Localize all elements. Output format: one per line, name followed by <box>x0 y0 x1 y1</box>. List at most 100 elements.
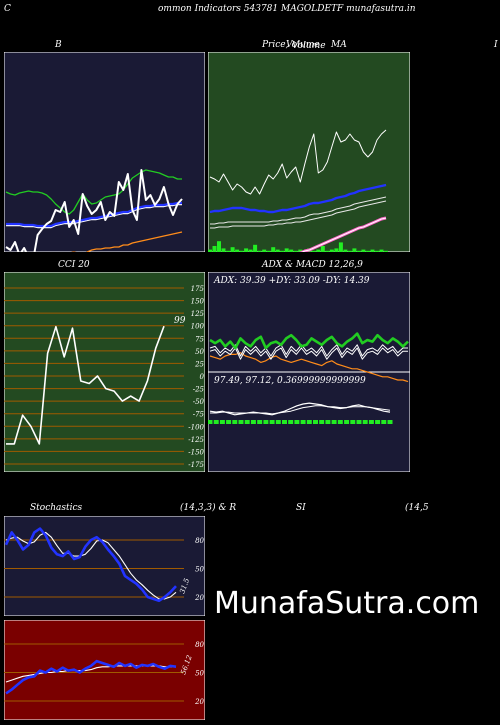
volume-bar <box>316 249 321 252</box>
macd-histogram-bar <box>275 420 281 424</box>
macd-histogram-bar <box>213 420 219 424</box>
macd-histogram-bar <box>226 420 232 424</box>
volume-bar <box>226 250 231 252</box>
bollinger-middle-line-white <box>6 204 182 229</box>
volume-bar <box>289 249 294 252</box>
cci-tick-label: 25 <box>194 360 204 368</box>
macd-histogram-bar <box>325 420 331 424</box>
cci-tick-label: 75 <box>195 335 204 343</box>
cci-tick-label: 100 <box>191 323 205 331</box>
volume-bar <box>334 248 339 252</box>
volume-bar <box>239 250 244 252</box>
volume-bar <box>329 249 334 252</box>
volume-bar <box>352 248 357 252</box>
macd-histogram-bar <box>362 420 368 424</box>
volume-bar <box>365 250 370 252</box>
stoch-tick-label: 20 <box>194 594 204 602</box>
volume-bar <box>280 250 285 252</box>
volume-bar <box>343 249 348 252</box>
volume-bar <box>361 249 366 252</box>
volume-bar <box>325 250 330 252</box>
macd-histogram-bar <box>344 420 350 424</box>
rsi-tick-label: 80 <box>195 641 204 649</box>
cci-chart: 175 150 125 100 75 50 25 0 -25 -50 -75 -100 -125 -150… <box>4 272 205 472</box>
cci-tick-label: -150 <box>188 448 204 456</box>
stochastics-title: Stochastics <box>30 503 83 513</box>
stochastics-params: (14,3,3) & R <box>180 503 237 513</box>
bollinger-lower-line <box>70 231 183 252</box>
volume-bar <box>257 250 262 252</box>
cci-tick-label: 150 <box>191 298 205 306</box>
volume-bar <box>356 250 361 252</box>
price-title-overlap-2: Volume <box>292 41 326 51</box>
macd-histogram-bar <box>238 420 244 424</box>
rsi-title: SI <box>296 503 306 513</box>
adx-macd-chart <box>208 272 410 472</box>
header-left-letter: C <box>4 4 11 14</box>
adx-line <box>209 332 409 350</box>
macd-histogram-bar <box>269 420 275 424</box>
rsi-tick-label: 50 <box>195 670 204 678</box>
rsi-params: (14,5 <box>405 503 429 513</box>
macd-histogram-bar <box>356 420 362 424</box>
page-title: ommon Indicators 543781 MAGOLDETF munafa… <box>158 4 416 14</box>
ma-white-line-1 <box>210 196 387 225</box>
adx-readout: ADX: 39.39 +DY: 33.09 -DY: 14.39 <box>214 276 370 286</box>
ma-short-line <box>209 183 387 214</box>
volume-bar <box>298 249 303 252</box>
bollinger-middle-line <box>6 201 182 228</box>
volume-bar <box>266 250 271 252</box>
volume-bar <box>235 249 240 252</box>
volume-bar <box>347 250 352 252</box>
macd-histogram-bar <box>350 420 356 424</box>
volume-bar <box>338 242 343 252</box>
cci-tick-label: -125 <box>188 436 204 444</box>
stoch-k-line <box>4 527 177 603</box>
macd-histogram-bar <box>257 420 263 424</box>
price-close-line <box>209 129 387 195</box>
bollinger-chart <box>4 52 205 252</box>
plus-di-line-shadow <box>209 344 408 357</box>
ma-white-line-2 <box>210 200 387 229</box>
price-title-extra: I <box>494 40 498 50</box>
volume-bar <box>253 244 258 252</box>
macd-histogram-bar <box>263 420 269 424</box>
cci-tick-label: -25 <box>193 386 205 394</box>
cci-tick-label: 175 <box>191 285 205 293</box>
macd-histogram-bar <box>319 420 325 424</box>
macd-histogram-bar <box>381 420 387 424</box>
cci-title: CCI 20 <box>58 260 90 270</box>
macd-histogram-bar <box>387 420 393 424</box>
rsi-tick-label: 20 <box>194 698 204 706</box>
macd-histogram-bar <box>337 420 343 424</box>
macd-histogram-bar <box>306 420 312 424</box>
watermark: MunafaSutra.com <box>214 586 480 621</box>
macd-histogram-bar <box>208 420 213 424</box>
cci-tick-label: -175 <box>188 461 204 469</box>
macd-histogram-bar <box>375 420 381 424</box>
volume-bar <box>293 250 298 252</box>
macd-histogram-bar <box>250 420 256 424</box>
macd-histogram-bar <box>300 420 306 424</box>
macd-histogram-bar <box>294 420 300 424</box>
macd-line <box>209 402 391 416</box>
volume-bar <box>208 249 212 252</box>
stoch-d-line <box>5 531 177 600</box>
price-title-right: MA <box>331 40 347 50</box>
macd-histogram-bar <box>313 420 318 424</box>
rsi-line <box>5 659 177 695</box>
stoch-tick-label: 50 <box>195 566 204 574</box>
cci-line <box>6 325 165 445</box>
volume-bar <box>271 247 276 252</box>
volume-bar <box>311 250 316 252</box>
adx-title: ADX & MACD 12,26,9 <box>262 260 363 270</box>
macd-histogram-bar <box>232 420 238 424</box>
cci-tick-label: -50 <box>193 398 205 406</box>
cci-tick-label: 50 <box>195 348 204 356</box>
bollinger-upper-line <box>5 169 182 215</box>
price-title-left: Price, <box>262 40 289 50</box>
bollinger-close-line <box>5 169 183 252</box>
